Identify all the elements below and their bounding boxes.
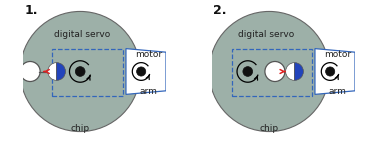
Polygon shape xyxy=(126,49,166,94)
Text: arm: arm xyxy=(140,87,158,96)
Wedge shape xyxy=(286,63,294,80)
Circle shape xyxy=(209,11,329,132)
Circle shape xyxy=(75,67,85,76)
Text: 2.: 2. xyxy=(214,4,227,17)
Text: 1.: 1. xyxy=(25,4,38,17)
Circle shape xyxy=(265,61,285,82)
Wedge shape xyxy=(48,63,57,80)
Bar xyxy=(232,49,312,96)
Text: chip: chip xyxy=(260,124,279,133)
Circle shape xyxy=(325,67,335,76)
Polygon shape xyxy=(315,49,355,94)
Text: digital servo: digital servo xyxy=(54,30,110,39)
Text: motor: motor xyxy=(324,50,352,59)
Text: chip: chip xyxy=(71,124,90,133)
Text: arm: arm xyxy=(329,87,347,96)
Wedge shape xyxy=(57,63,65,80)
Bar xyxy=(52,49,123,96)
Circle shape xyxy=(20,61,40,82)
Circle shape xyxy=(243,67,253,76)
Circle shape xyxy=(20,11,140,132)
Text: motor: motor xyxy=(135,50,163,59)
Wedge shape xyxy=(294,63,304,80)
Circle shape xyxy=(136,67,146,76)
Text: digital servo: digital servo xyxy=(237,30,294,39)
